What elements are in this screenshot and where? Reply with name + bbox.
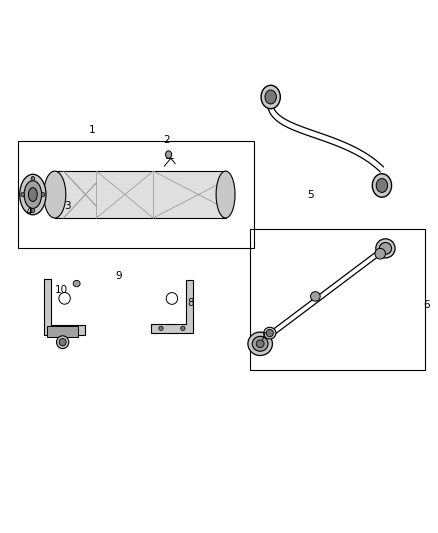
Ellipse shape [20, 174, 46, 215]
Text: 5: 5 [307, 190, 314, 199]
Text: 4: 4 [25, 207, 32, 217]
Ellipse shape [166, 293, 177, 304]
Polygon shape [44, 279, 85, 335]
Ellipse shape [166, 151, 172, 158]
Ellipse shape [21, 192, 25, 197]
Ellipse shape [264, 327, 276, 339]
Ellipse shape [256, 340, 264, 348]
Ellipse shape [59, 293, 70, 304]
Ellipse shape [180, 326, 185, 330]
Text: 7: 7 [258, 332, 265, 342]
Ellipse shape [261, 85, 280, 109]
Ellipse shape [73, 280, 80, 287]
Ellipse shape [376, 239, 395, 258]
Text: 10: 10 [55, 286, 68, 295]
Text: 8: 8 [187, 298, 194, 308]
Ellipse shape [159, 326, 163, 330]
Bar [250, 229, 425, 370]
Ellipse shape [41, 192, 45, 197]
Ellipse shape [311, 292, 320, 301]
Ellipse shape [376, 179, 388, 192]
Ellipse shape [24, 181, 42, 208]
Ellipse shape [44, 171, 66, 218]
Text: 3: 3 [64, 201, 71, 211]
Ellipse shape [31, 176, 35, 181]
Ellipse shape [248, 332, 272, 356]
Ellipse shape [372, 174, 392, 197]
Text: 2: 2 [163, 135, 170, 145]
Ellipse shape [74, 328, 78, 332]
Ellipse shape [252, 336, 268, 351]
Bar [18, 141, 254, 248]
Ellipse shape [52, 328, 56, 332]
Text: 6: 6 [424, 300, 431, 310]
Ellipse shape [59, 338, 66, 346]
Ellipse shape [216, 171, 235, 218]
Ellipse shape [28, 188, 37, 201]
Ellipse shape [57, 336, 69, 349]
Ellipse shape [379, 243, 392, 254]
Text: 1: 1 [88, 125, 95, 134]
Ellipse shape [31, 208, 35, 213]
Ellipse shape [266, 329, 273, 337]
Polygon shape [151, 280, 193, 333]
Bar [47, 326, 78, 337]
Text: 9: 9 [116, 271, 123, 281]
Polygon shape [55, 171, 226, 218]
Ellipse shape [265, 90, 276, 104]
Ellipse shape [375, 248, 385, 259]
